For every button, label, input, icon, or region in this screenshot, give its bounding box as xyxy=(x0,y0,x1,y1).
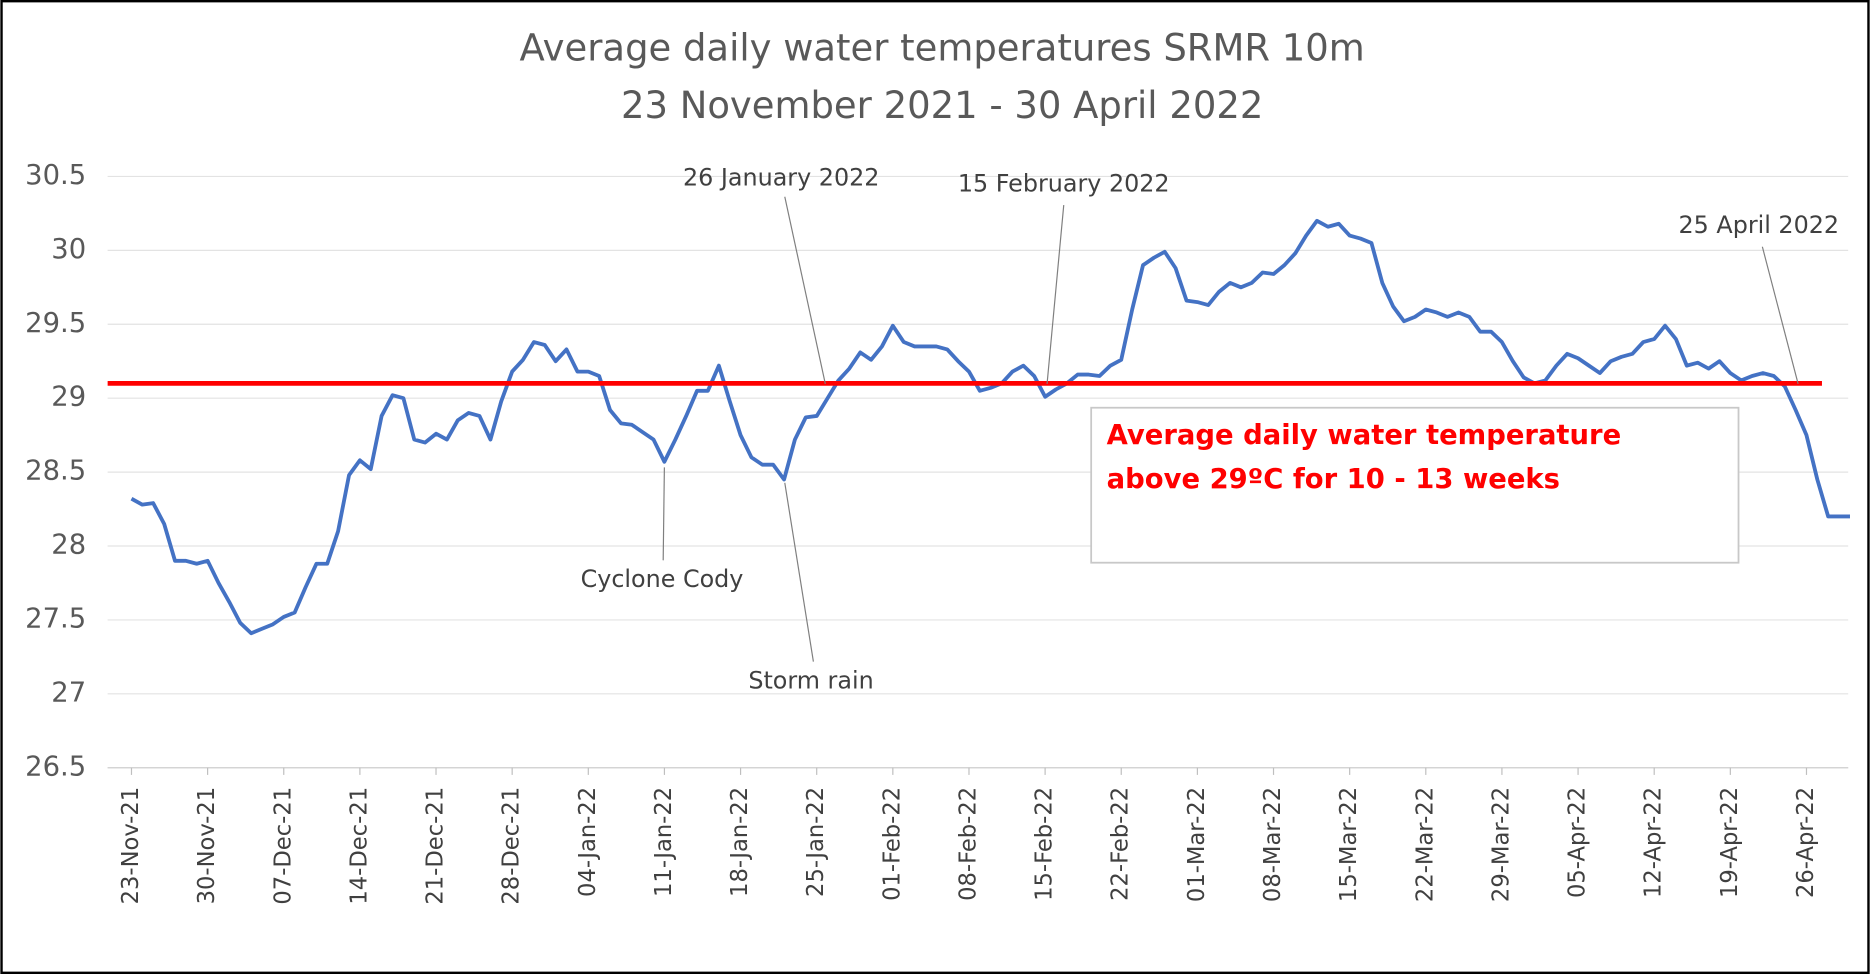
y-tick-label: 29.5 xyxy=(25,308,86,339)
x-tick-label: 05-Apr-22 xyxy=(1565,787,1591,898)
x-tick-label: 14-Dec-21 xyxy=(346,787,372,905)
annotation-box xyxy=(1090,406,1740,564)
x-tick-label: 29-Mar-22 xyxy=(1488,787,1514,902)
x-tick-label: 19-Apr-22 xyxy=(1717,787,1743,898)
x-tick-label: 23-Nov-21 xyxy=(118,787,144,905)
leader-line xyxy=(784,196,826,385)
annotation: 26 January 2022 xyxy=(683,163,879,191)
y-tick-label: 28 xyxy=(51,530,86,561)
y-tick-label: 27 xyxy=(51,677,86,708)
box-text: Average daily water temperature xyxy=(1107,420,1621,451)
x-tick-label: 15-Mar-22 xyxy=(1336,787,1362,902)
y-tick-label: 30.5 xyxy=(25,160,86,191)
chart-title: Average daily water temperatures SRMR 10… xyxy=(520,27,1365,70)
chart-subtitle: 23 November 2021 - 30 April 2022 xyxy=(621,84,1263,127)
y-tick-label: 30 xyxy=(51,234,86,265)
leader-line xyxy=(1761,246,1799,385)
y-tick-label: 28.5 xyxy=(25,456,86,487)
x-tick-label: 18-Jan-22 xyxy=(727,787,753,897)
x-tick-label: 07-Dec-21 xyxy=(270,787,296,905)
x-tick-label: 12-Apr-22 xyxy=(1641,787,1667,898)
y-tick-label: 29 xyxy=(51,382,86,413)
x-tick-label: 01-Mar-22 xyxy=(1184,787,1210,902)
leader-line xyxy=(662,467,665,561)
annotation: Storm rain xyxy=(748,666,873,694)
x-tick-label: 30-Nov-21 xyxy=(194,787,220,905)
box-text: above 29ºC for 10 - 13 weeks xyxy=(1107,464,1560,495)
x-tick-label: 11-Jan-22 xyxy=(651,787,677,897)
y-tick-label: 26.5 xyxy=(25,751,86,782)
annotation: 15 February 2022 xyxy=(958,169,1170,197)
x-tick-label: 08-Feb-22 xyxy=(955,787,981,901)
x-tick-label: 22-Feb-22 xyxy=(1108,787,1134,901)
x-tick-label: 26-Apr-22 xyxy=(1793,787,1819,898)
x-tick-label: 01-Feb-22 xyxy=(879,787,905,901)
x-tick-label: 04-Jan-22 xyxy=(575,787,601,897)
annotation: Cyclone Cody xyxy=(581,565,744,593)
leader-line xyxy=(1046,204,1065,384)
x-tick-label: 28-Dec-21 xyxy=(499,787,525,905)
x-tick-label: 25-Jan-22 xyxy=(803,787,829,897)
x-tick-label: 21-Dec-21 xyxy=(423,787,449,905)
leader-line xyxy=(784,482,814,662)
data-line xyxy=(130,218,1850,636)
y-tick-label: 27.5 xyxy=(25,603,86,634)
annotation: 25 April 2022 xyxy=(1678,211,1839,239)
x-tick-label: 08-Mar-22 xyxy=(1260,787,1286,902)
x-tick-label: 15-Feb-22 xyxy=(1032,787,1058,901)
x-tick-label: 22-Mar-22 xyxy=(1412,787,1438,902)
